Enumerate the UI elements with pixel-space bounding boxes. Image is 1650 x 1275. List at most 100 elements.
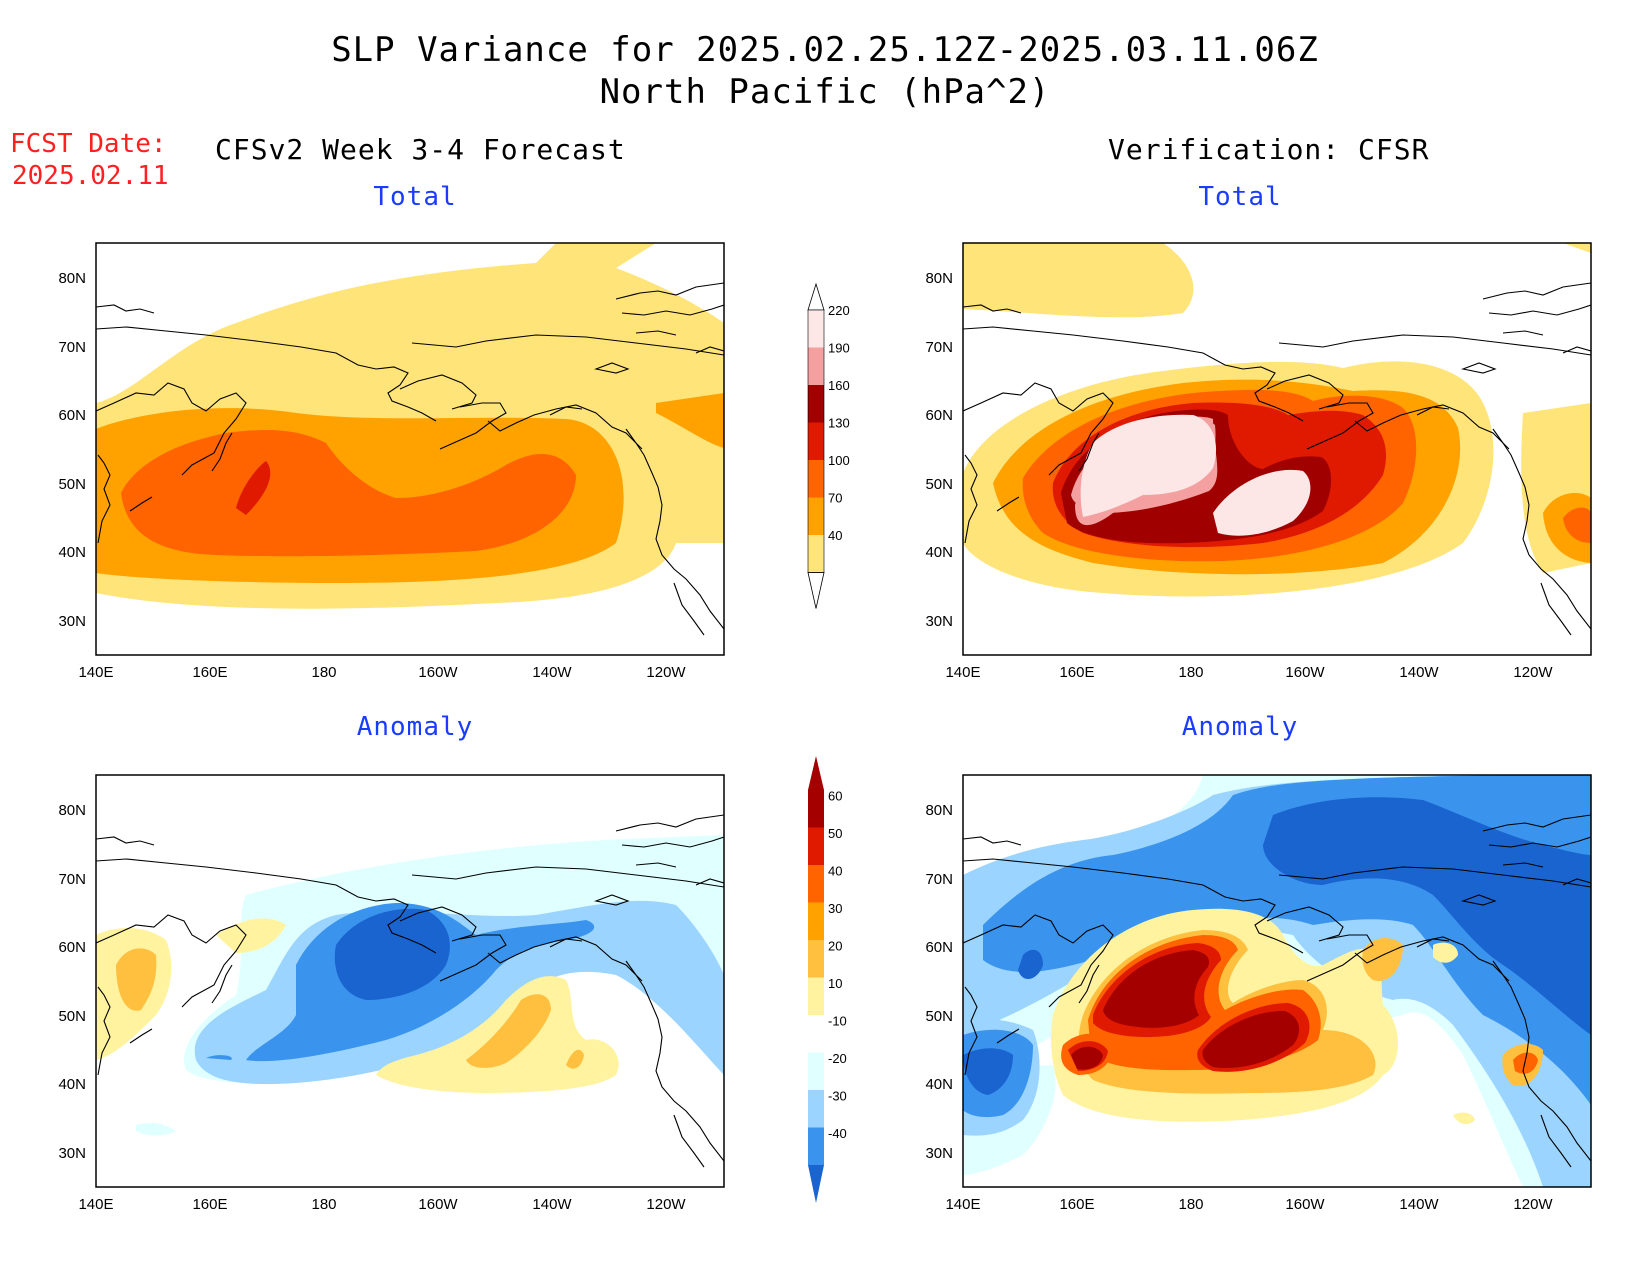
colorbar-swatch	[808, 535, 824, 573]
lat-label: 80N	[58, 802, 86, 819]
lat-label: 60N	[58, 939, 86, 956]
colorbar-bottom-arrow	[807, 572, 825, 609]
colorbar-label: 160	[828, 378, 850, 393]
lon-label: 120W	[1513, 1196, 1553, 1213]
colorbar-swatch	[808, 977, 824, 1015]
panel-br-title: Anomaly	[1181, 712, 1299, 742]
colorbar-swatch	[808, 422, 824, 460]
bl-lon-axis: 140E 160E 180 160W 140W 120W	[78, 1196, 686, 1213]
lat-label: 50N	[925, 476, 953, 493]
colorbar-bottom-arrow	[808, 1165, 824, 1203]
lat-label: 70N	[58, 871, 86, 888]
lon-label: 160E	[1059, 664, 1094, 681]
lon-label: 160W	[418, 664, 458, 681]
colorbar-label: 10	[828, 976, 842, 991]
main-title: SLP Variance for 2025.02.25.12Z-2025.03.…	[331, 30, 1319, 70]
lat-label: 80N	[58, 270, 86, 287]
lat-label: 50N	[58, 476, 86, 493]
forecast-date-label: FCST Date:	[10, 129, 167, 159]
tl-lat-axis: 80N 70N 60N 50N 40N 30N	[58, 270, 86, 630]
colorbar-label: 130	[828, 416, 850, 431]
lat-label: 30N	[925, 613, 953, 630]
colorbar-top-arrow	[808, 756, 824, 790]
tr-lon-axis: 140E 160E 180 160W 140W 120W	[945, 664, 1553, 681]
lat-label: 50N	[925, 1008, 953, 1025]
lon-label: 160W	[1285, 664, 1325, 681]
anomaly-colorbar: 60 50 40 30 20 10 -10 -20 -30 -40	[808, 756, 847, 1203]
lon-label: 160W	[1285, 1196, 1325, 1213]
lon-label: 120W	[646, 664, 686, 681]
forecast-date-value: 2025.02.11	[12, 161, 169, 191]
lon-label: 180	[1178, 1196, 1203, 1213]
colorbar-swatch	[808, 827, 824, 865]
br-lat-axis: 80N 70N 60N 50N 40N 30N	[925, 802, 953, 1162]
colorbar-swatch	[808, 497, 824, 535]
colorbar-label: 30	[828, 901, 842, 916]
tl-lon-axis: 140E 160E 180 160W 140W 120W	[78, 664, 686, 681]
lat-label: 30N	[58, 1145, 86, 1162]
lat-label: 70N	[925, 339, 953, 356]
lon-label: 160E	[1059, 1196, 1094, 1213]
lat-label: 40N	[925, 544, 953, 561]
lon-label: 140E	[78, 1196, 113, 1213]
lat-label: 70N	[58, 339, 86, 356]
colorbar-swatch	[808, 385, 824, 423]
verification-total-map: 80N 70N 60N 50N 40N 30N 140E 160E 180 16…	[925, 242, 1592, 681]
left-column-heading: CFSv2 Week 3-4 Forecast	[215, 133, 626, 166]
colorbar-swatch	[808, 902, 824, 940]
lat-label: 80N	[925, 802, 953, 819]
lat-label: 60N	[925, 939, 953, 956]
panel-bl-title: Anomaly	[356, 712, 474, 742]
lat-label: 40N	[58, 544, 86, 561]
lon-label: 140W	[1399, 1196, 1439, 1213]
lon-label: 180	[311, 1196, 336, 1213]
lat-label: 80N	[925, 270, 953, 287]
colorbar-swatch	[808, 940, 824, 978]
tr-lat-axis: 80N 70N 60N 50N 40N 30N	[925, 270, 953, 630]
lat-label: 40N	[58, 1076, 86, 1093]
colorbar-label: 220	[828, 303, 850, 318]
colorbar-label: 70	[828, 491, 842, 506]
colorbar-top-arrow	[807, 282, 825, 311]
right-column-heading: Verification: CFSR	[1108, 133, 1430, 166]
colorbar-label: 100	[828, 453, 850, 468]
lon-label: 120W	[1513, 664, 1553, 681]
colorbar-label: 40	[828, 528, 842, 543]
colorbar-label: -30	[828, 1089, 847, 1104]
colorbar-swatch	[808, 460, 824, 498]
lat-label: 30N	[925, 1145, 953, 1162]
lon-label: 140W	[1399, 664, 1439, 681]
lon-label: 180	[1178, 664, 1203, 681]
lat-label: 30N	[58, 613, 86, 630]
lon-label: 140W	[532, 664, 572, 681]
panel-tl-title: Total	[373, 182, 457, 212]
forecast-total-map: 80N 70N 60N 50N 40N 30N 140E 160E 180 16…	[58, 242, 725, 681]
lat-label: 60N	[58, 407, 86, 424]
colorbar-swatch	[808, 310, 824, 348]
colorbar-label: 20	[828, 939, 842, 954]
colorbar-swatch	[808, 1015, 824, 1053]
lon-label: 140E	[945, 664, 980, 681]
lon-label: 140E	[945, 1196, 980, 1213]
lon-label: 160E	[192, 664, 227, 681]
colorbar-label: -40	[828, 1126, 847, 1141]
lat-label: 60N	[925, 407, 953, 424]
bl-lat-axis: 80N 70N 60N 50N 40N 30N	[58, 802, 86, 1162]
lat-label: 70N	[925, 871, 953, 888]
forecast-anomaly-map: 80N 70N 60N 50N 40N 30N 140E 160E 180 16…	[58, 774, 725, 1213]
main-subtitle: North Pacific (hPa^2)	[599, 72, 1051, 112]
br-lon-axis: 140E 160E 180 160W 140W 120W	[945, 1196, 1553, 1213]
lon-label: 160E	[192, 1196, 227, 1213]
lat-label: 40N	[925, 1076, 953, 1093]
lon-label: 120W	[646, 1196, 686, 1213]
colorbar-label: 50	[828, 826, 842, 841]
panel-tr-title: Total	[1198, 182, 1282, 212]
colorbar-swatch	[808, 790, 824, 828]
lat-label: 50N	[58, 1008, 86, 1025]
lon-label: 180	[311, 664, 336, 681]
colorbar-label: -10	[828, 1014, 847, 1029]
colorbar-swatch	[808, 1052, 824, 1090]
lon-label: 140W	[532, 1196, 572, 1213]
colorbar-swatch	[808, 865, 824, 903]
colorbar-label: 190	[828, 341, 850, 356]
